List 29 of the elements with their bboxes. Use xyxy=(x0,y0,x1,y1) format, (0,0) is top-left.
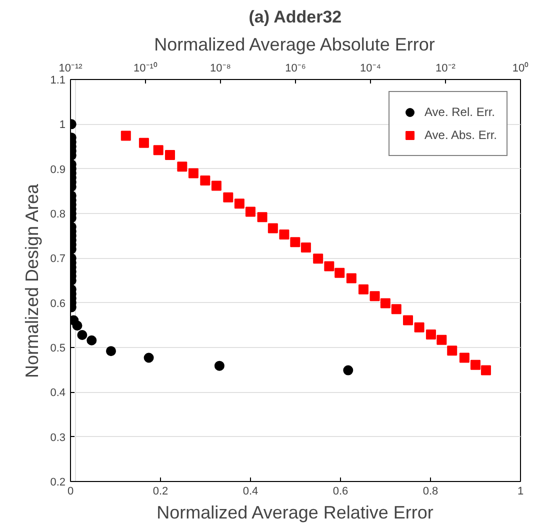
x-tick-label: 0.4 xyxy=(242,486,258,498)
y-tick-label: 0.4 xyxy=(50,387,66,400)
x2-tick-label: 10⁻⁸ xyxy=(210,62,231,74)
x2-tick-label: 10⁻¹⁰ xyxy=(134,62,158,74)
x-tick-label: 0.6 xyxy=(332,486,348,498)
y-tick-label: 0.2 xyxy=(50,476,66,488)
legend-label: Ave. Abs. Err. xyxy=(424,128,497,142)
y-tick-label: 1 xyxy=(59,119,66,132)
y-tick-label: 0.8 xyxy=(50,208,66,220)
x2-tick-label: 10⁰ xyxy=(512,62,529,74)
y-tick-label: 0.5 xyxy=(50,342,66,354)
x-tick-label: 0.2 xyxy=(152,486,168,498)
x2-tick-label: 10⁻² xyxy=(436,62,456,74)
x2-axis-title: Normalized Average Absolute Error xyxy=(154,34,435,54)
y-axis-title: Normalized Design Area xyxy=(22,182,42,378)
x-tick-label: 1 xyxy=(517,486,524,498)
y-tick-label: 0.3 xyxy=(50,432,66,444)
x-tick-label: 0 xyxy=(67,486,74,498)
x-tick-label: 0.8 xyxy=(422,486,438,498)
x-axis-title: Normalized Average Relative Error xyxy=(156,502,434,522)
y-tick-label: 0.6 xyxy=(50,298,66,310)
y-tick-label: 0.9 xyxy=(50,164,66,176)
x2-tick-label: 10⁻¹² xyxy=(58,62,83,74)
legend-label: Ave. Rel. Err. xyxy=(424,105,495,119)
y-tick-label: 0.7 xyxy=(50,253,66,266)
x2-tick-label: 10⁻⁶ xyxy=(285,62,306,74)
y-tick-label: 1.1 xyxy=(50,74,66,86)
chart-title: (a) Adder32 xyxy=(248,8,342,26)
x2-tick-label: 10⁻⁴ xyxy=(360,62,382,74)
